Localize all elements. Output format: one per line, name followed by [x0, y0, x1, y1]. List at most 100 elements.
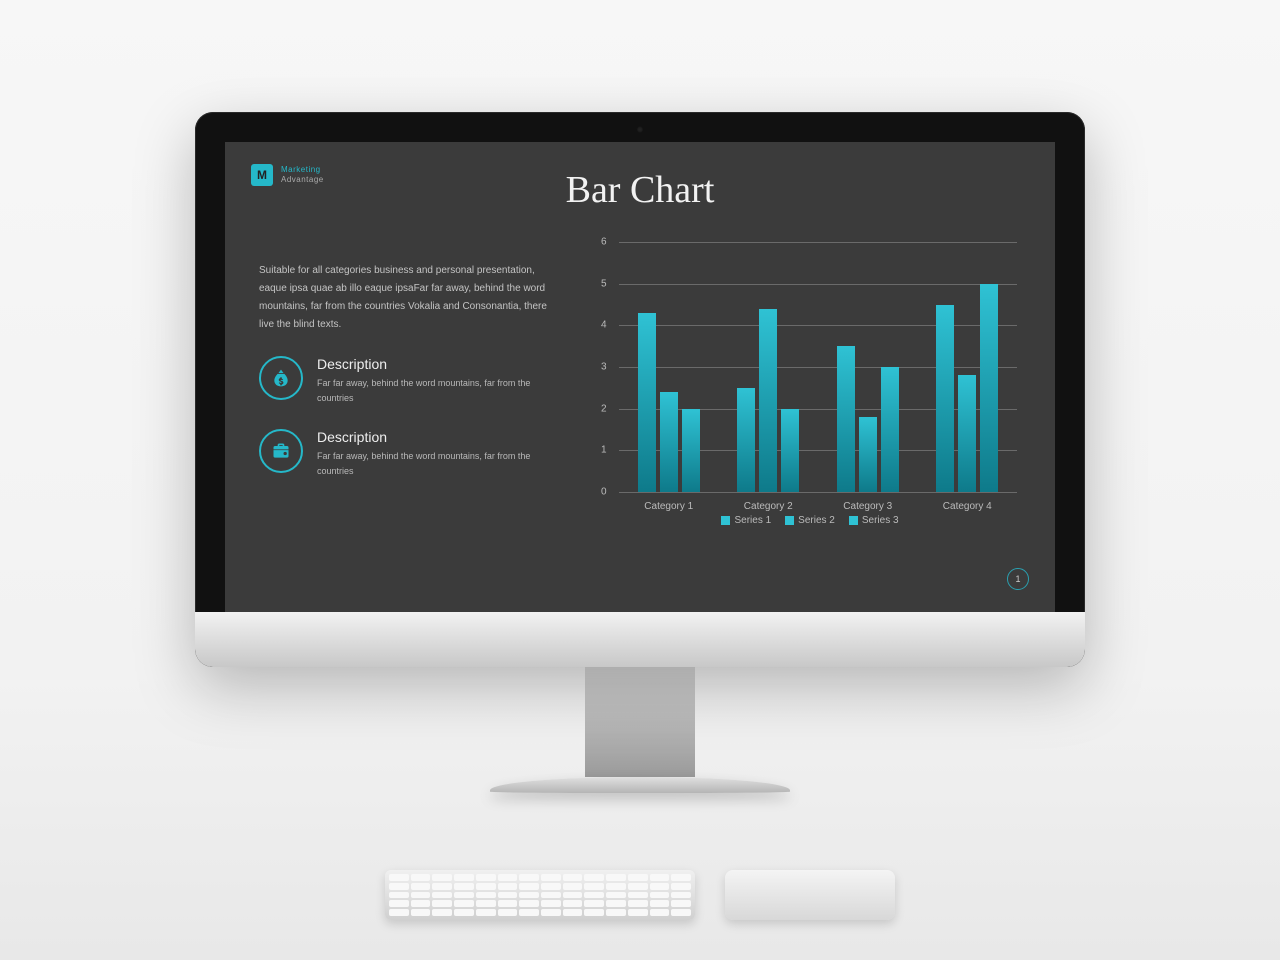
key — [454, 883, 474, 890]
key — [454, 909, 474, 916]
bar-chart: 0123456Category 1Category 2Category 3Cat… — [595, 242, 1025, 532]
key — [606, 883, 626, 890]
key — [563, 874, 583, 881]
key — [650, 883, 670, 890]
legend-swatch — [721, 516, 730, 525]
key — [498, 909, 518, 916]
y-tick-label: 4 — [601, 320, 607, 331]
bar — [660, 392, 678, 492]
description-body-1: Far far away, behind the word mountains,… — [317, 376, 559, 407]
key — [650, 909, 670, 916]
key — [671, 909, 691, 916]
key — [606, 909, 626, 916]
description-title-1: Description — [317, 356, 559, 372]
key — [628, 874, 648, 881]
key — [389, 900, 409, 907]
key — [519, 874, 539, 881]
key — [606, 900, 626, 907]
keyboard — [385, 870, 695, 920]
body-text: Suitable for all categories business and… — [259, 262, 559, 334]
key — [476, 892, 496, 899]
bar — [638, 313, 656, 492]
bar — [936, 305, 954, 493]
legend-label: Series 1 — [734, 515, 771, 526]
key — [563, 892, 583, 899]
slide-title: Bar Chart — [225, 168, 1055, 212]
left-column: Suitable for all categories business and… — [259, 262, 559, 479]
key — [411, 900, 431, 907]
key — [389, 874, 409, 881]
x-tick-label: Category 2 — [744, 501, 793, 512]
key — [389, 883, 409, 890]
key — [606, 892, 626, 899]
y-tick-label: 3 — [601, 362, 607, 373]
bar-group — [837, 346, 899, 492]
key — [476, 874, 496, 881]
key — [411, 883, 431, 890]
bar — [737, 388, 755, 492]
legend-swatch — [849, 516, 858, 525]
description-text-1: Description Far far away, behind the wor… — [317, 356, 559, 407]
grid-line — [619, 492, 1017, 493]
bar — [859, 417, 877, 492]
key — [389, 909, 409, 916]
key — [650, 874, 670, 881]
key — [411, 874, 431, 881]
camera-dot — [637, 126, 644, 133]
y-tick-label: 0 — [601, 487, 607, 498]
key — [606, 874, 626, 881]
bar — [881, 367, 899, 492]
y-tick-label: 2 — [601, 403, 607, 414]
key — [628, 892, 648, 899]
grid-line — [619, 242, 1017, 243]
legend-label: Series 2 — [798, 515, 835, 526]
key — [541, 874, 561, 881]
bar — [837, 346, 855, 492]
key — [671, 900, 691, 907]
money-bag-icon — [259, 356, 303, 400]
key — [541, 909, 561, 916]
key — [563, 883, 583, 890]
key — [498, 892, 518, 899]
monitor-mockup: M Marketing Advantage Bar Chart Suitable… — [195, 112, 1085, 793]
bar — [781, 409, 799, 492]
bar-group — [936, 284, 998, 492]
key — [454, 900, 474, 907]
key — [563, 900, 583, 907]
key — [628, 883, 648, 890]
monitor-chin — [195, 612, 1085, 667]
slide: M Marketing Advantage Bar Chart Suitable… — [225, 142, 1055, 612]
key — [541, 900, 561, 907]
key — [541, 883, 561, 890]
chart-plot-area: 0123456Category 1Category 2Category 3Cat… — [619, 242, 1017, 492]
description-block-1: Description Far far away, behind the wor… — [259, 356, 559, 407]
x-tick-label: Category 1 — [644, 501, 693, 512]
trackpad — [725, 870, 895, 920]
key — [498, 900, 518, 907]
bar — [980, 284, 998, 492]
key — [411, 892, 431, 899]
key — [432, 900, 452, 907]
key — [476, 883, 496, 890]
bar-group — [737, 309, 799, 492]
legend-swatch — [785, 516, 794, 525]
x-tick-label: Category 4 — [943, 501, 992, 512]
key — [498, 883, 518, 890]
desk-items — [0, 870, 1280, 920]
key — [584, 900, 604, 907]
legend-item: Series 2 — [785, 515, 835, 526]
key — [476, 909, 496, 916]
description-title-2: Description — [317, 429, 559, 445]
key — [498, 874, 518, 881]
key — [671, 892, 691, 899]
legend-item: Series 3 — [849, 515, 899, 526]
description-body-2: Far far away, behind the word mountains,… — [317, 449, 559, 480]
key — [584, 909, 604, 916]
key — [541, 892, 561, 899]
bar — [759, 309, 777, 492]
key — [519, 909, 539, 916]
key — [519, 883, 539, 890]
key — [411, 909, 431, 916]
key — [650, 892, 670, 899]
key — [432, 883, 452, 890]
